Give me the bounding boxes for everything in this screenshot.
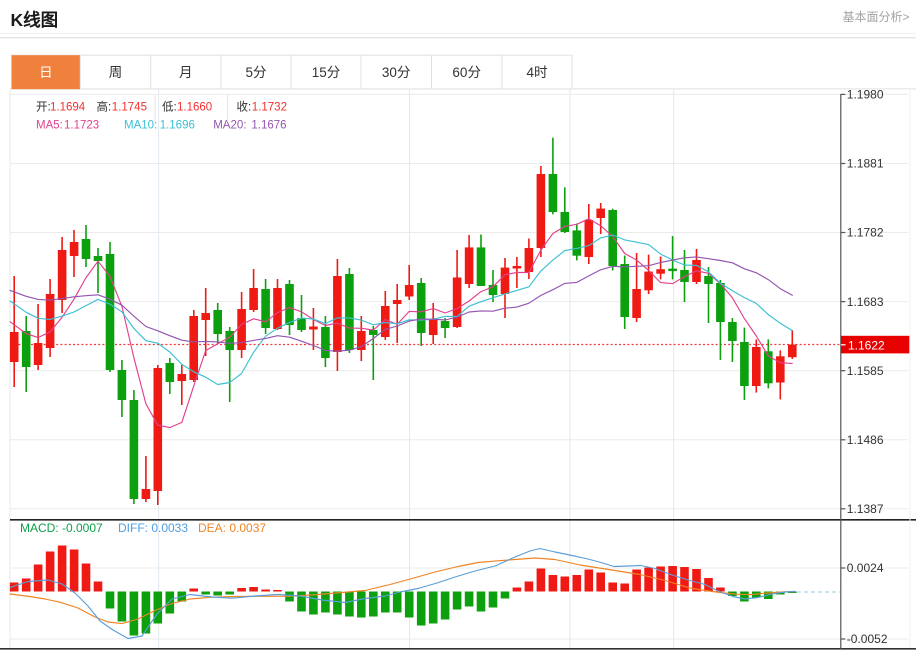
svg-text:MACD: -0.0007: MACD: -0.0007 <box>20 521 103 535</box>
svg-text:1.1782: 1.1782 <box>847 226 884 240</box>
svg-text:0.0024: 0.0024 <box>847 561 884 575</box>
svg-text:1.1694: 1.1694 <box>50 102 86 114</box>
svg-text:1.1980: 1.1980 <box>847 88 884 102</box>
svg-text:收:: 收: <box>237 100 252 114</box>
svg-text:1.1696: 1.1696 <box>160 120 195 132</box>
svg-text:30分: 30分 <box>382 65 411 80</box>
svg-text:4时: 4时 <box>526 65 547 80</box>
svg-text:高:: 高: <box>97 100 112 114</box>
svg-text:15分: 15分 <box>312 65 341 80</box>
svg-text:5分: 5分 <box>245 65 266 80</box>
svg-text:1.1723: 1.1723 <box>64 120 99 132</box>
svg-text:1.1732: 1.1732 <box>252 102 287 114</box>
svg-text:1.1622: 1.1622 <box>848 339 885 353</box>
svg-text:1.1745: 1.1745 <box>112 102 147 114</box>
svg-text:DIFF: 0.0033: DIFF: 0.0033 <box>118 521 188 535</box>
svg-text:MA10:: MA10: <box>124 120 157 132</box>
svg-text:1.1585: 1.1585 <box>847 364 884 378</box>
svg-text:-0.0052: -0.0052 <box>847 632 888 646</box>
svg-text:周: 周 <box>109 65 123 80</box>
svg-text:K线图: K线图 <box>11 10 59 30</box>
svg-text:1.1660: 1.1660 <box>177 102 212 114</box>
svg-text:开:: 开: <box>36 102 51 114</box>
svg-text:日: 日 <box>39 65 53 80</box>
svg-text:基本面分析>: 基本面分析> <box>842 10 909 24</box>
svg-text:60分: 60分 <box>452 65 481 80</box>
svg-text:1.1486: 1.1486 <box>847 433 884 447</box>
svg-text:MA5:: MA5: <box>36 120 63 132</box>
svg-text:DEA: 0.0037: DEA: 0.0037 <box>198 521 266 535</box>
svg-text:月: 月 <box>179 65 193 80</box>
svg-text:1.1676: 1.1676 <box>251 120 286 132</box>
svg-text:1.1683: 1.1683 <box>847 295 884 309</box>
svg-text:1.1881: 1.1881 <box>847 157 884 171</box>
svg-text:低:: 低: <box>162 101 177 114</box>
svg-text:1.1387: 1.1387 <box>847 502 884 516</box>
svg-text:MA20:: MA20: <box>213 120 246 132</box>
